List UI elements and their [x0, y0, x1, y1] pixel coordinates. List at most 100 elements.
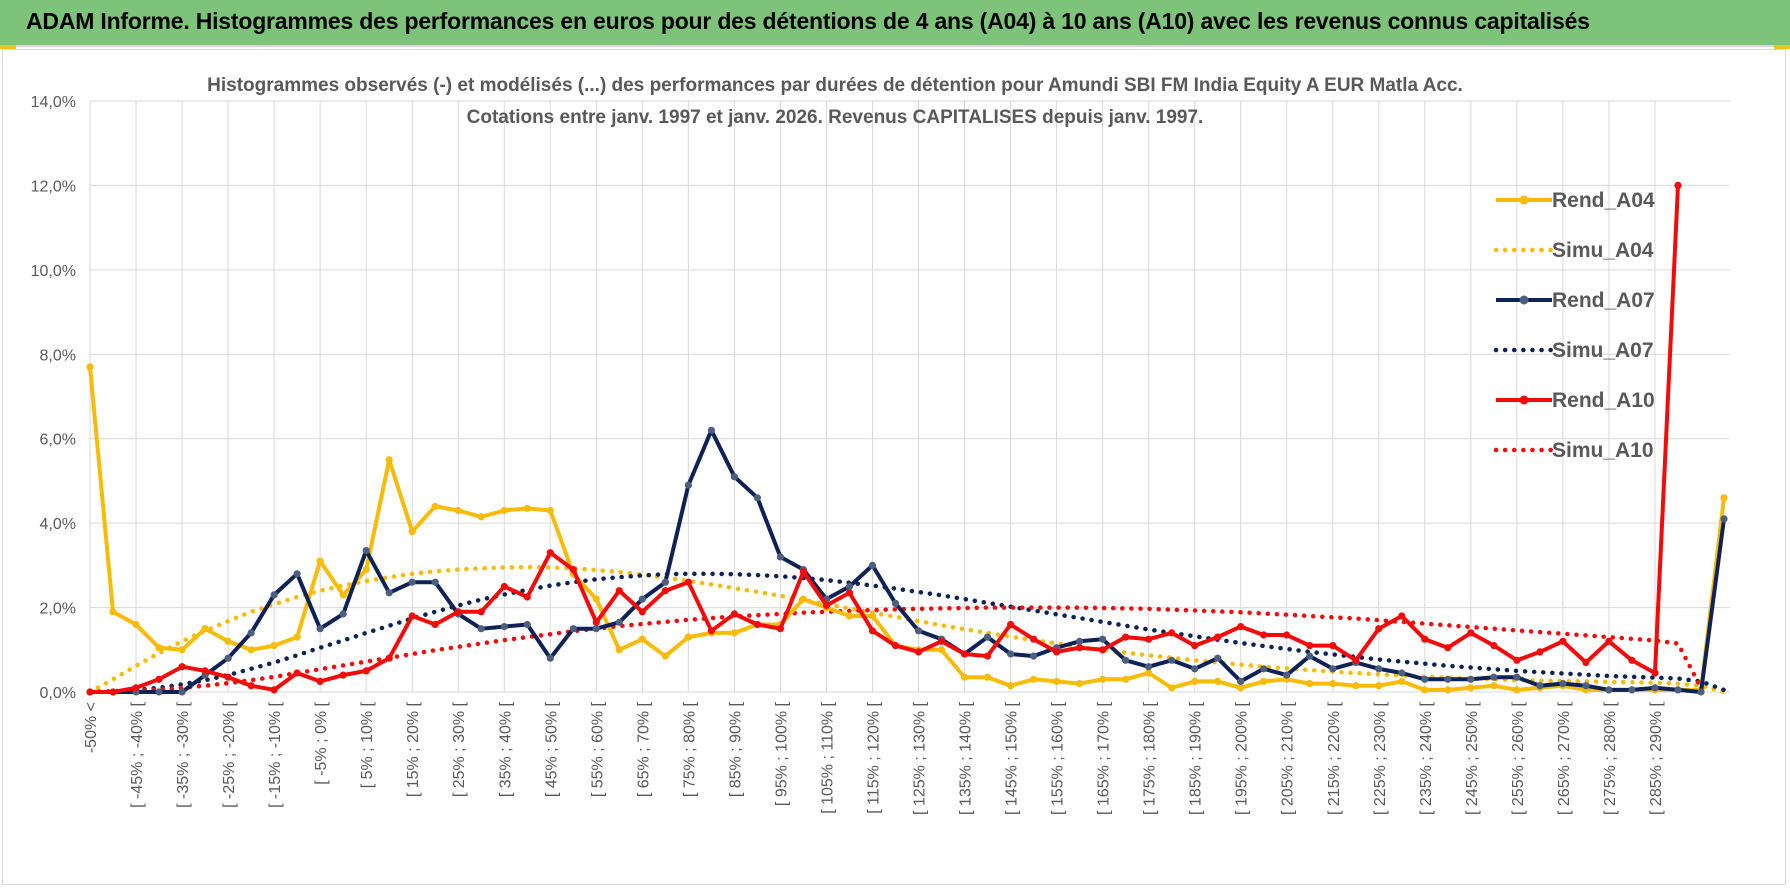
- x-tick-label: [ -15% ; -10% [: [267, 701, 284, 807]
- x-tick-label: [ 15% ; 20% [: [405, 701, 422, 797]
- legend-label: Simu_A07: [1552, 339, 1654, 362]
- data-point: [638, 608, 646, 616]
- data-point: [684, 633, 693, 641]
- data-point: [155, 675, 163, 683]
- data-point: [661, 578, 670, 586]
- data-point: [86, 688, 94, 696]
- data-point: [1306, 652, 1314, 660]
- data-point: [753, 620, 762, 629]
- x-tick-label: [ 215% ; 220% [: [1326, 701, 1343, 815]
- data-point: [730, 610, 739, 618]
- x-tick-label: [ 95% ; 100% [: [773, 701, 790, 806]
- series-Rend_A10: [86, 181, 1682, 696]
- data-point: [1099, 675, 1107, 683]
- legend-marker: [1519, 195, 1529, 205]
- data-point: [1421, 635, 1429, 643]
- legend-marker: [1519, 395, 1529, 405]
- data-point: [868, 561, 877, 570]
- data-point: [937, 637, 946, 645]
- data-point: [339, 610, 347, 618]
- data-point: [1651, 684, 1659, 692]
- x-tick-label: [ 145% ; 150% [: [1004, 701, 1021, 815]
- series-Simu_A07: [87, 571, 1727, 695]
- data-point: [1605, 686, 1613, 694]
- data-point: [1237, 623, 1245, 631]
- data-point: [1352, 682, 1360, 690]
- data-point: [1099, 635, 1107, 643]
- data-point: [1720, 515, 1728, 523]
- data-point: [1628, 686, 1636, 694]
- data-point: [270, 642, 278, 650]
- data-point: [891, 599, 900, 608]
- gridlines: [89, 100, 1730, 693]
- data-point: [477, 625, 485, 633]
- data-point: [1490, 682, 1498, 690]
- data-point: [592, 595, 600, 603]
- data-point: [684, 481, 693, 489]
- data-point: [1375, 625, 1383, 633]
- x-tick-label: [ 275% ; 280% [: [1602, 701, 1619, 815]
- data-point: [1444, 644, 1452, 652]
- data-point: [937, 646, 946, 654]
- data-point: [155, 644, 163, 652]
- x-tick-label: [ 185% ; 190% [: [1188, 701, 1205, 815]
- data-point: [1536, 648, 1544, 656]
- data-point: [362, 566, 370, 574]
- data-point: [132, 684, 140, 692]
- y-tick-label: 4,0%: [40, 516, 76, 533]
- data-point: [270, 686, 278, 694]
- data-point: [1628, 656, 1636, 664]
- data-point: [638, 635, 646, 643]
- x-tick-label: [ -35% ; -30% [: [175, 701, 192, 807]
- data-point: [1398, 677, 1406, 686]
- data-point: [868, 627, 877, 635]
- data-point: [523, 620, 531, 629]
- data-point: [431, 578, 439, 586]
- data-point: [1030, 652, 1038, 660]
- data-point: [293, 633, 301, 641]
- data-point: [1260, 631, 1268, 639]
- banner: ADAM Informe. Histogrammes des performan…: [0, 0, 1790, 47]
- data-point: [569, 625, 577, 633]
- data-point: [1329, 665, 1337, 673]
- legend-label: Rend_A04: [1552, 189, 1655, 212]
- data-point: [1352, 656, 1360, 664]
- data-point: [1444, 675, 1452, 683]
- y-tick-label: 6,0%: [40, 432, 76, 449]
- legend-item: Simu_A04: [1493, 239, 1654, 262]
- series-line: [87, 571, 1727, 695]
- legend-label: Simu_A10: [1552, 439, 1654, 462]
- data-point: [661, 587, 670, 595]
- data-point: [1168, 684, 1176, 692]
- data-point: [1421, 675, 1429, 683]
- data-point: [684, 578, 693, 586]
- data-point: [1214, 654, 1222, 662]
- banner-title: ADAM Informe. Histogrammes des performan…: [26, 8, 1590, 34]
- x-tick-label: [ 5% ; 10% [: [359, 701, 376, 788]
- data-point: [431, 620, 439, 629]
- x-tick-label: [ 155% ; 160% [: [1050, 701, 1067, 815]
- data-point: [109, 608, 117, 616]
- x-tick-label: [ 265% ; 270% [: [1556, 701, 1573, 815]
- data-point: [1191, 677, 1199, 686]
- x-tick-label: [ 235% ; 240% [: [1418, 701, 1435, 815]
- data-point: [1283, 671, 1291, 679]
- data-point: [1651, 669, 1659, 677]
- data-point: [822, 601, 831, 610]
- data-point: [960, 673, 969, 681]
- data-point: [1168, 629, 1176, 637]
- x-tick-label: [ 255% ; 260% [: [1510, 701, 1527, 815]
- legend-item: Rend_A10: [1496, 389, 1655, 412]
- data-point: [1490, 642, 1498, 650]
- chart-frame: [2, 49, 1786, 885]
- x-tick-label: [ 115% ; 120% [: [865, 701, 882, 813]
- data-point: [845, 612, 854, 620]
- x-tick-label: [ -45% ; -40% [: [129, 701, 146, 807]
- data-point: [293, 669, 301, 677]
- data-point: [1467, 629, 1475, 637]
- data-point: [316, 625, 324, 633]
- data-point: [1398, 612, 1406, 620]
- x-tick-label: [ 165% ; 170% [: [1096, 701, 1113, 815]
- legend-label: Rend_A10: [1552, 389, 1655, 412]
- data-point: [1513, 673, 1521, 681]
